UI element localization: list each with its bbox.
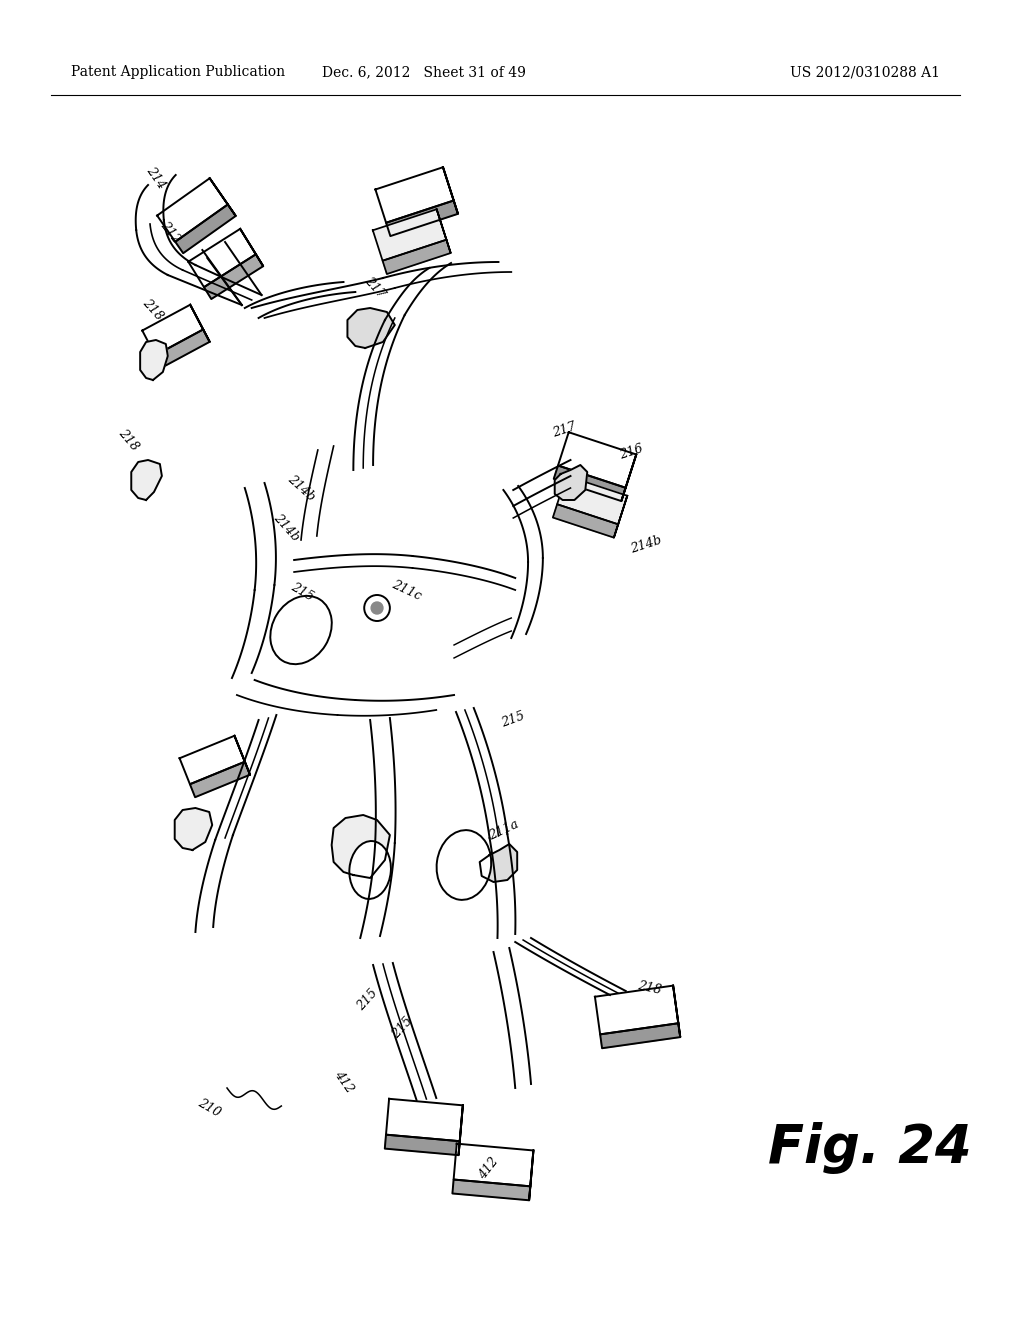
Ellipse shape <box>270 595 332 664</box>
Polygon shape <box>553 504 618 537</box>
Polygon shape <box>554 466 626 502</box>
Text: 215: 215 <box>289 581 315 603</box>
Text: 218: 218 <box>140 297 166 323</box>
Polygon shape <box>558 432 636 488</box>
Text: 218: 218 <box>116 426 141 453</box>
Text: Fig. 24: Fig. 24 <box>768 1122 972 1175</box>
Text: 214: 214 <box>143 165 168 191</box>
Polygon shape <box>140 341 168 380</box>
Polygon shape <box>204 255 263 300</box>
Text: 211c: 211c <box>390 578 424 602</box>
Ellipse shape <box>349 841 391 899</box>
Polygon shape <box>131 459 162 500</box>
Polygon shape <box>479 843 517 882</box>
Text: 211a: 211a <box>486 817 520 842</box>
Polygon shape <box>332 814 390 878</box>
Polygon shape <box>436 210 451 253</box>
Text: 215: 215 <box>390 1015 416 1041</box>
Text: 412: 412 <box>476 1155 501 1181</box>
Polygon shape <box>234 735 250 775</box>
Polygon shape <box>175 205 236 253</box>
Text: 217: 217 <box>362 275 388 301</box>
Text: US 2012/0310288 A1: US 2012/0310288 A1 <box>790 65 940 79</box>
Polygon shape <box>189 762 250 797</box>
Text: 218: 218 <box>636 979 663 997</box>
Polygon shape <box>142 305 203 355</box>
Polygon shape <box>622 454 636 502</box>
Polygon shape <box>156 330 210 368</box>
Polygon shape <box>157 178 227 242</box>
Polygon shape <box>443 168 458 214</box>
Polygon shape <box>555 465 588 500</box>
Text: 217: 217 <box>551 420 578 440</box>
Text: 212: 212 <box>158 219 182 246</box>
Text: Dec. 6, 2012   Sheet 31 of 49: Dec. 6, 2012 Sheet 31 of 49 <box>323 65 526 79</box>
Polygon shape <box>373 210 446 261</box>
Text: Patent Application Publication: Patent Application Publication <box>71 65 286 79</box>
Text: 215: 215 <box>354 987 380 1014</box>
Polygon shape <box>453 1180 530 1200</box>
Text: 210: 210 <box>196 1097 223 1119</box>
Text: 214b: 214b <box>285 473 317 503</box>
Polygon shape <box>386 1098 463 1142</box>
Polygon shape <box>175 808 212 850</box>
Polygon shape <box>241 228 263 267</box>
Polygon shape <box>673 986 680 1038</box>
Polygon shape <box>529 1151 534 1200</box>
Polygon shape <box>613 496 628 537</box>
Polygon shape <box>210 178 236 216</box>
Text: 214b: 214b <box>270 512 302 544</box>
Text: 214b: 214b <box>630 533 664 556</box>
Circle shape <box>365 595 390 620</box>
Text: 215: 215 <box>500 710 526 730</box>
Polygon shape <box>557 475 628 524</box>
Polygon shape <box>595 986 678 1035</box>
Circle shape <box>371 602 383 614</box>
Text: 216: 216 <box>618 442 645 462</box>
Polygon shape <box>454 1143 534 1187</box>
Polygon shape <box>347 308 395 348</box>
Text: 412: 412 <box>332 1068 355 1096</box>
Polygon shape <box>190 305 210 342</box>
Polygon shape <box>188 228 256 288</box>
Polygon shape <box>459 1105 463 1155</box>
Polygon shape <box>385 1135 460 1155</box>
Polygon shape <box>376 168 454 223</box>
Ellipse shape <box>436 830 492 900</box>
Polygon shape <box>179 735 245 784</box>
Polygon shape <box>386 201 458 236</box>
Polygon shape <box>383 240 451 275</box>
Polygon shape <box>600 1023 680 1048</box>
